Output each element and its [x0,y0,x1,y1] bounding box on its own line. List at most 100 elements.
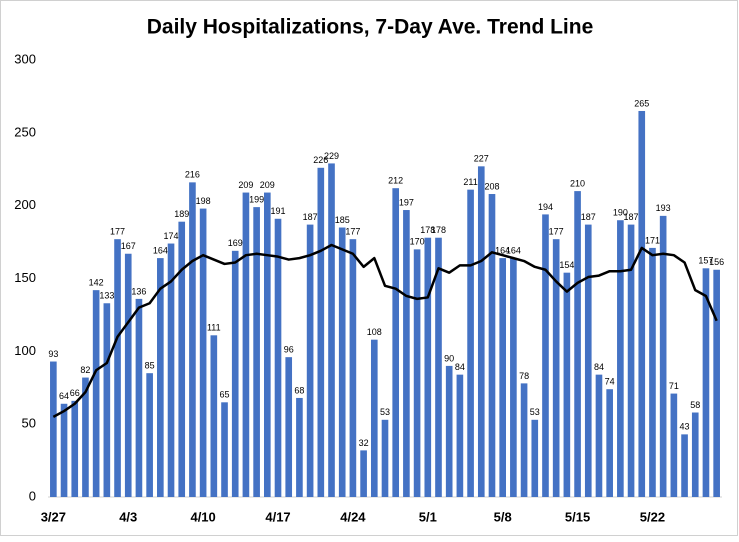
value-label: 170 [410,237,425,247]
bar [135,298,143,497]
value-label: 198 [196,196,211,206]
bar [360,450,367,497]
bar [542,214,549,497]
value-label: 154 [559,260,574,270]
bar [584,224,592,497]
bar [670,393,678,497]
value-label: 265 [634,98,649,108]
value-label: 177 [549,227,564,237]
bar [681,434,688,497]
x-tick-label: 3/27 [41,509,66,524]
bar [274,218,282,497]
bar [381,419,389,497]
y-tick-label: 200 [14,197,36,212]
value-label: 164 [495,245,510,255]
bar [574,191,581,497]
bar [649,247,656,497]
y-tick-label: 150 [14,270,36,285]
value-label: 164 [506,245,521,255]
bar [71,400,79,497]
bar [445,365,453,497]
bar [50,361,57,497]
value-label: 209 [238,180,253,190]
bar [253,207,260,497]
value-label: 209 [260,180,275,190]
value-label: 178 [431,225,446,235]
bar [510,258,517,497]
bar [617,220,624,497]
bar [520,383,528,497]
value-label: 64 [59,391,69,401]
value-label: 66 [70,388,80,398]
bar [659,215,667,497]
bar [563,272,571,497]
bar [82,377,89,497]
value-label: 84 [594,362,604,372]
bar [606,389,613,497]
y-tick-label: 250 [14,124,36,139]
value-label: 93 [48,349,58,359]
bar [189,182,196,498]
x-tick-label: 4/10 [190,509,215,524]
bar [370,339,378,497]
x-tick-label: 5/22 [640,509,665,524]
bar [477,166,485,497]
bar [60,403,68,497]
x-tick-label: 5/8 [494,509,512,524]
bar [713,269,720,497]
value-label: 187 [624,212,639,222]
x-tick-label: 4/17 [265,509,290,524]
x-tick-label: 4/3 [119,509,137,524]
value-label: 185 [335,215,350,225]
bar [349,239,357,498]
y-tick-label: 300 [14,51,36,66]
bar [103,303,111,497]
bar [178,221,186,497]
bar [403,210,410,497]
bar [499,258,506,497]
bar [531,419,539,497]
value-label: 210 [570,178,585,188]
value-label: 169 [228,238,243,248]
bar [456,374,464,497]
value-label: 71 [669,381,679,391]
value-label: 43 [680,422,690,432]
value-label: 53 [530,407,540,417]
y-tick-label: 0 [29,488,36,503]
value-label: 229 [324,151,339,161]
value-label: 194 [538,202,553,212]
bar [328,163,335,497]
bar [424,237,432,498]
value-label: 78 [519,371,529,381]
bar [392,188,400,498]
chart-title: Daily Hospitalizations, 7-Day Ave. Trend… [147,16,594,39]
bar [210,335,218,497]
value-label: 177 [110,227,125,237]
value-label: 171 [645,235,660,245]
bar [435,237,442,498]
value-label: 212 [388,176,403,186]
value-label: 84 [455,362,465,372]
x-tick-label: 4/24 [340,509,366,524]
value-label: 190 [613,208,628,218]
value-label: 133 [99,291,114,301]
value-label: 199 [249,194,264,204]
value-label: 85 [145,361,155,371]
value-label: 191 [271,206,286,216]
value-label: 178 [420,225,435,235]
value-label: 208 [484,181,499,191]
bar [242,192,250,497]
value-label: 167 [121,241,136,251]
value-label: 96 [284,345,294,355]
bar [413,249,421,497]
value-label: 193 [656,203,671,213]
value-label: 211 [463,177,477,187]
bar [638,110,646,497]
value-label: 142 [89,278,104,288]
value-label: 65 [220,390,230,400]
value-label: 90 [444,353,454,363]
value-label: 32 [359,438,369,448]
trend-line [52,243,718,418]
